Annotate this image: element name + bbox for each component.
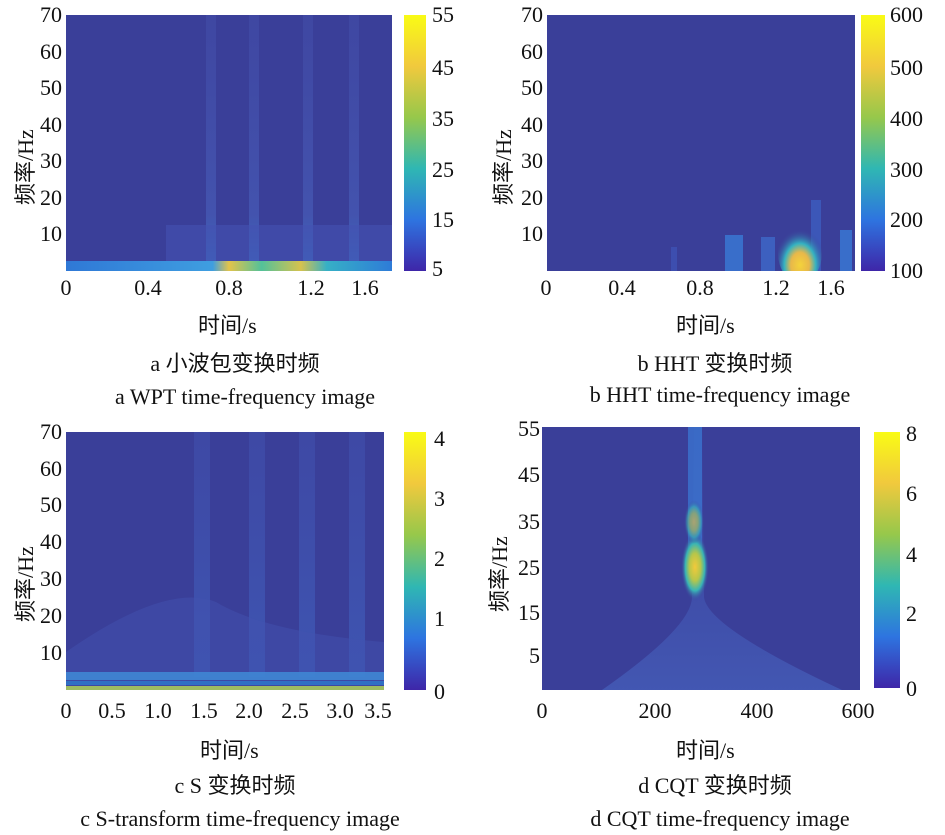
- heatmap-c-svg: [66, 432, 384, 690]
- c-ctick-3: 3: [434, 486, 445, 511]
- a-xtick-0.8: 0.8: [215, 275, 243, 300]
- d-xtick-400: 400: [740, 698, 774, 723]
- heatmap-a-svg: [66, 15, 392, 271]
- b-ctick-200: 200: [890, 207, 923, 232]
- d-ctick-8: 8: [906, 421, 917, 446]
- d-xtick-0: 0: [536, 698, 548, 723]
- a-ctick-25: 25: [432, 157, 454, 182]
- a-ytick-70: 70: [40, 2, 62, 27]
- heatmap-b: [547, 15, 855, 271]
- heatmap-b-svg: [547, 15, 855, 271]
- c-ytick-40: 40: [40, 529, 62, 554]
- a-xtick-0.4: 0.4: [134, 275, 162, 300]
- c-ytick-60: 60: [40, 456, 62, 481]
- c-xtick-3.0: 3.0: [326, 698, 354, 723]
- d-caption-cn: d CQT 变换时频: [638, 773, 792, 798]
- b-ctick-500: 500: [890, 55, 923, 80]
- c-ytick-30: 30: [40, 566, 62, 591]
- b-ytick-50: 50: [521, 75, 543, 100]
- c-ctick-1: 1: [434, 606, 445, 631]
- colorbar-a: [404, 15, 426, 271]
- a-ylabel: 频率/Hz: [13, 129, 38, 205]
- c-ctick-0: 0: [434, 679, 445, 704]
- a-ytick-50: 50: [40, 75, 62, 100]
- c-ctick-2: 2: [434, 546, 445, 571]
- c-xlabel: 时间/s: [200, 738, 259, 763]
- b-ytick-60: 60: [521, 39, 543, 64]
- a-ctick-45: 45: [432, 55, 454, 80]
- a-caption-cn: a 小波包变换时频: [150, 351, 320, 376]
- d-caption-en: d CQT time-frequency image: [590, 806, 850, 831]
- a-ytick-30: 30: [40, 148, 62, 173]
- d-ytick-15: 15: [518, 600, 540, 625]
- c-xtick-1.5: 1.5: [190, 698, 218, 723]
- b-ctick-300: 300: [890, 157, 923, 182]
- c-caption-cn: c S 变换时频: [174, 773, 296, 798]
- heatmap-d: [542, 427, 860, 690]
- d-ytick-55: 55: [518, 416, 540, 441]
- d-ytick-45: 45: [518, 462, 540, 487]
- heatmap-d-svg: [542, 427, 860, 690]
- a-ytick-10: 10: [40, 221, 62, 246]
- d-xtick-600: 600: [841, 698, 875, 723]
- a-ytick-20: 20: [40, 185, 62, 210]
- b-ctick-100: 100: [890, 258, 923, 283]
- colorbar-b: [861, 15, 885, 271]
- c-xtick-2.5: 2.5: [281, 698, 309, 723]
- b-ytick-10: 10: [521, 221, 543, 246]
- a-ctick-55: 55: [432, 2, 454, 27]
- d-xlabel: 时间/s: [676, 738, 735, 763]
- a-ytick-60: 60: [40, 39, 62, 64]
- b-ylabel: 频率/Hz: [491, 129, 516, 205]
- a-ctick-15: 15: [432, 207, 454, 232]
- c-ytick-20: 20: [40, 603, 62, 628]
- d-ytick-5: 5: [529, 643, 540, 668]
- a-ctick-35: 35: [432, 106, 454, 131]
- a-xtick-1.2: 1.2: [297, 275, 325, 300]
- colorbar-d: [874, 432, 900, 688]
- a-xtick-1.6: 1.6: [351, 275, 379, 300]
- a-caption-en: a WPT time-frequency image: [114, 384, 376, 409]
- d-ctick-4: 4: [906, 542, 917, 567]
- c-caption-en: c S-transform time-frequency image: [80, 806, 400, 831]
- c-xtick-2.0: 2.0: [235, 698, 263, 723]
- colorbar-c: [404, 432, 426, 690]
- b-xtick-0: 0: [540, 275, 552, 300]
- b-ytick-20: 20: [521, 185, 543, 210]
- b-xlabel: 时间/s: [676, 313, 735, 338]
- c-ytick-50: 50: [40, 492, 62, 517]
- d-ytick-35: 35: [518, 509, 540, 534]
- c-xtick-0: 0: [60, 698, 72, 723]
- d-xtick-200: 200: [638, 698, 672, 723]
- c-ctick-4: 4: [434, 426, 445, 451]
- b-ctick-400: 400: [890, 106, 923, 131]
- d-ctick-0: 0: [906, 676, 917, 701]
- c-xtick-0.5: 0.5: [98, 698, 126, 723]
- b-ytick-40: 40: [521, 112, 543, 137]
- b-xtick-0.4: 0.4: [608, 275, 636, 300]
- a-xlabel: 时间/s: [198, 313, 257, 338]
- a-xtick-0: 0: [60, 275, 72, 300]
- b-ctick-600: 600: [890, 2, 923, 27]
- b-ytick-70: 70: [521, 2, 543, 27]
- b-xtick-1.6: 1.6: [817, 275, 845, 300]
- b-xtick-0.8: 0.8: [686, 275, 714, 300]
- heatmap-a: [66, 15, 392, 271]
- a-ctick-5: 5: [432, 256, 443, 281]
- b-ytick-30: 30: [521, 148, 543, 173]
- c-xtick-3.5: 3.5: [364, 698, 392, 723]
- d-ctick-6: 6: [906, 481, 917, 506]
- heatmap-c: [66, 432, 384, 690]
- c-xtick-1.0: 1.0: [144, 698, 172, 723]
- b-caption-en: b HHT time-frequency image: [589, 382, 851, 407]
- b-caption-cn: b HHT 变换时频: [637, 351, 793, 376]
- d-ylabel: 频率/Hz: [487, 536, 512, 612]
- c-ytick-70: 70: [40, 419, 62, 444]
- d-ytick-25: 25: [518, 555, 540, 580]
- a-ytick-40: 40: [40, 112, 62, 137]
- b-xtick-1.2: 1.2: [762, 275, 790, 300]
- c-ylabel: 频率/Hz: [13, 546, 38, 622]
- d-ctick-2: 2: [906, 601, 917, 626]
- c-ytick-10: 10: [40, 640, 62, 665]
